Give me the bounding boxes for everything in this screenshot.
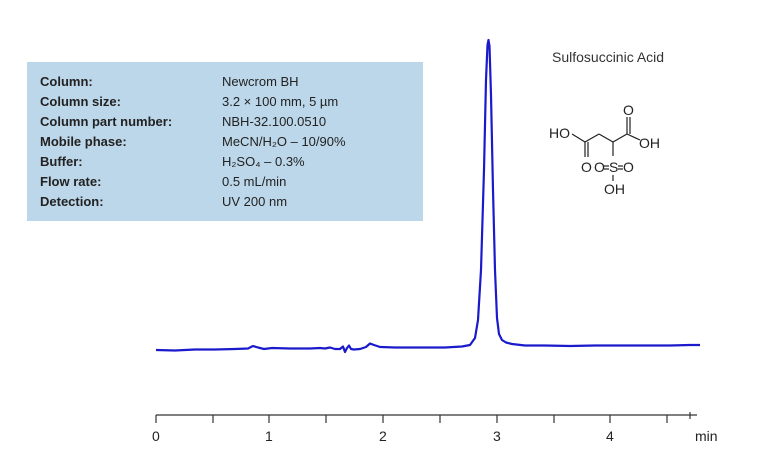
x-tick-label: 0 bbox=[152, 428, 160, 444]
info-value: Newcrom BH bbox=[222, 74, 299, 89]
x-axis-unit-label: min bbox=[695, 428, 718, 444]
info-label: Column size: bbox=[40, 94, 121, 109]
info-value: MeCN/H₂O – 10/90% bbox=[222, 134, 346, 149]
atom-o-sulfo-right: O bbox=[623, 159, 634, 175]
atom-o-top: O bbox=[623, 102, 634, 118]
info-label: Mobile phase: bbox=[40, 134, 127, 149]
atom-sulfur: S bbox=[609, 159, 618, 175]
info-value: 0.5 mL/min bbox=[222, 174, 287, 189]
info-value: UV 200 nm bbox=[222, 194, 288, 209]
x-tick-label: 2 bbox=[379, 428, 387, 444]
atom-oh-right: OH bbox=[639, 135, 660, 151]
method-info-panel: Column: Newcrom BH Column size: 3.2 × 10… bbox=[27, 62, 423, 221]
compound-title: Sulfosuccinic Acid bbox=[552, 49, 665, 65]
molecule-structure bbox=[571, 117, 641, 181]
info-value: H₂SO₄ – 0.3% bbox=[222, 154, 305, 169]
atom-oh-sulfo: OH bbox=[604, 181, 625, 197]
info-label: Buffer: bbox=[40, 154, 83, 169]
info-value: 3.2 × 100 mm, 5 µm bbox=[222, 94, 339, 109]
info-value: NBH-32.100.0510 bbox=[222, 114, 327, 129]
atom-o-sulfo-left: O bbox=[594, 159, 605, 175]
x-tick-label: 1 bbox=[265, 428, 273, 444]
chromatogram-trace bbox=[155, 38, 700, 354]
info-label: Column: bbox=[40, 74, 93, 89]
atom-ho-left: HO bbox=[549, 125, 570, 141]
info-label: Column part number: bbox=[40, 114, 173, 129]
x-tick-label: 4 bbox=[606, 428, 614, 444]
info-label: Flow rate: bbox=[40, 174, 102, 189]
x-axis bbox=[155, 412, 697, 423]
info-label: Detection: bbox=[40, 194, 104, 209]
x-tick-label: 3 bbox=[493, 428, 501, 444]
atom-o-bottom: O bbox=[581, 159, 592, 175]
